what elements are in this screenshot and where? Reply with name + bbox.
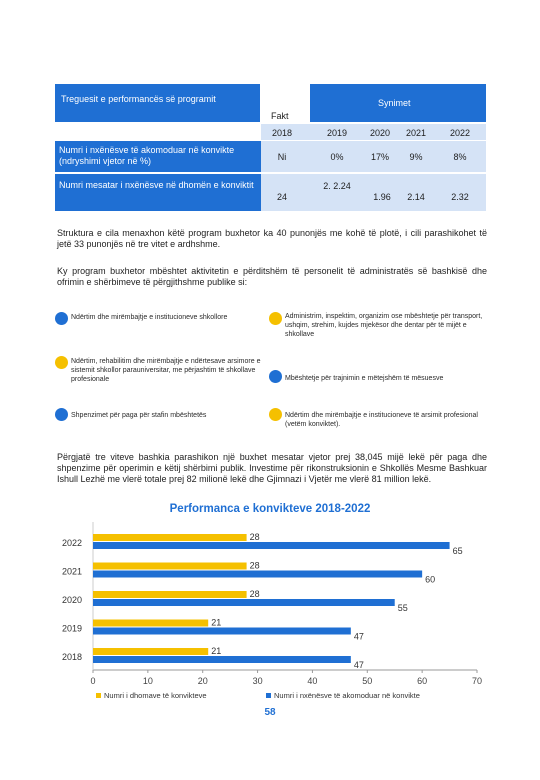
bar: [93, 534, 247, 541]
data-label: 60: [425, 575, 435, 585]
bar: [93, 648, 209, 655]
year-2018: 2018: [271, 128, 293, 138]
bar: [93, 570, 423, 578]
yellow-dot-icon: [269, 312, 282, 325]
paragraph-program: Ky program buxhetor mbështet aktivitetin…: [57, 266, 487, 287]
table-cell: 2.14: [407, 192, 425, 202]
blue-dot-icon: [269, 370, 282, 383]
y-tick-label: 2020: [62, 595, 82, 605]
page-number: 58: [264, 707, 276, 718]
data-label: 28: [250, 589, 260, 599]
table-row: [261, 141, 486, 172]
table-cell: 17%: [370, 152, 389, 162]
bar: [93, 542, 450, 549]
y-tick-label: 2021: [62, 567, 82, 577]
table-header-indicators-label: Treguesit e performancës së programit: [61, 94, 216, 104]
year-2022: 2022: [449, 128, 471, 138]
x-tick-label: 20: [198, 676, 208, 686]
yellow-dot-icon: [269, 408, 282, 421]
blue-dot-icon: [55, 312, 68, 325]
table-row: [261, 174, 486, 211]
bullet-text: Mbështetje për trajnimin e mëtejshëm të …: [285, 375, 444, 382]
table-header-fakt-label: Fakt: [271, 111, 289, 121]
bullet-text: Ndërtim dhe mirëmbajtje e institucioneve…: [71, 314, 228, 321]
bullet-text: Ndërtim dhe mirëmbajtje e institucioneve…: [285, 412, 478, 428]
x-tick-label: 0: [90, 676, 95, 686]
data-label: 55: [398, 603, 408, 613]
data-label: 28: [250, 532, 260, 542]
bar: [93, 591, 247, 598]
year-2019: 2019: [326, 128, 348, 138]
year-2020: 2020: [369, 128, 391, 138]
table-cell: 8%: [453, 152, 467, 162]
data-label: 47: [354, 632, 364, 642]
data-label: 21: [211, 618, 221, 628]
x-tick-label: 60: [417, 676, 427, 686]
legend-swatch: [266, 693, 271, 698]
y-tick-label: 2019: [62, 624, 82, 634]
x-tick-label: 70: [472, 676, 482, 686]
table-cell: 0%: [330, 152, 344, 162]
data-label: 21: [211, 646, 221, 656]
x-tick-label: 10: [143, 676, 153, 686]
bullet-text: Ndërtim, rehabilitim dhe mirëmbajtje e n…: [71, 358, 261, 383]
table-cell: 1.96: [373, 192, 391, 202]
table-cell: 2.32: [451, 192, 469, 202]
table-cell: 24: [276, 192, 287, 202]
table-cell: 2. 2.24: [323, 181, 351, 191]
table-year-row: [261, 124, 486, 140]
legend-swatch: [96, 693, 101, 698]
x-tick-label: 40: [307, 676, 317, 686]
bar: [93, 599, 395, 606]
paragraph-budget: Përgjatë tre viteve bashkia parashikon n…: [57, 452, 487, 484]
x-tick-label: 50: [362, 676, 372, 686]
table-header-indicators: Treguesit e performancës së programit: [55, 84, 261, 122]
data-label: 65: [453, 546, 463, 556]
bullet-text: Administrim, inspektim, organizim ose mb…: [285, 313, 483, 338]
table-row-label: Numri i nxënësve të akomoduar në konvikt…: [55, 141, 261, 172]
table-header-targets: Synimet: [310, 84, 486, 122]
table-header-fakt-cell: [261, 84, 310, 122]
chart-title: Performanca e konvikteve 2018-2022: [169, 503, 371, 515]
bar: [93, 627, 351, 635]
table-header-targets-label: Synimet: [378, 98, 411, 108]
year-2021: 2021: [405, 128, 427, 138]
y-tick-label: 2018: [62, 652, 82, 662]
legend-label: Numri i dhomave të konvikteve: [104, 691, 207, 700]
table-cell: Ni: [277, 152, 287, 162]
paragraph-staff: Struktura e cila menaxhon këtë program b…: [57, 228, 487, 249]
x-tick-label: 30: [253, 676, 263, 686]
bar: [93, 562, 247, 570]
yellow-dot-icon: [55, 356, 68, 369]
data-label: 28: [250, 561, 260, 571]
bar: [93, 619, 209, 627]
blue-dot-icon: [55, 408, 68, 421]
bullet-text: Shpenzimet për paga për stafin mbështetë…: [71, 412, 207, 419]
table-cell: 9%: [409, 152, 423, 162]
legend-label: Numri i nxënësve të akomoduar në konvikt…: [274, 691, 420, 700]
data-label: 47: [354, 660, 364, 670]
y-tick-label: 2022: [62, 538, 82, 548]
bar: [93, 656, 351, 663]
table-row-label: Numri mesatar i nxënësve në dhomën e kon…: [55, 174, 261, 211]
bar-chart: 0 10 20 30 40 50 60 70 2022 28 65 2021 28 60 2020 28 55 2…: [62, 522, 482, 700]
